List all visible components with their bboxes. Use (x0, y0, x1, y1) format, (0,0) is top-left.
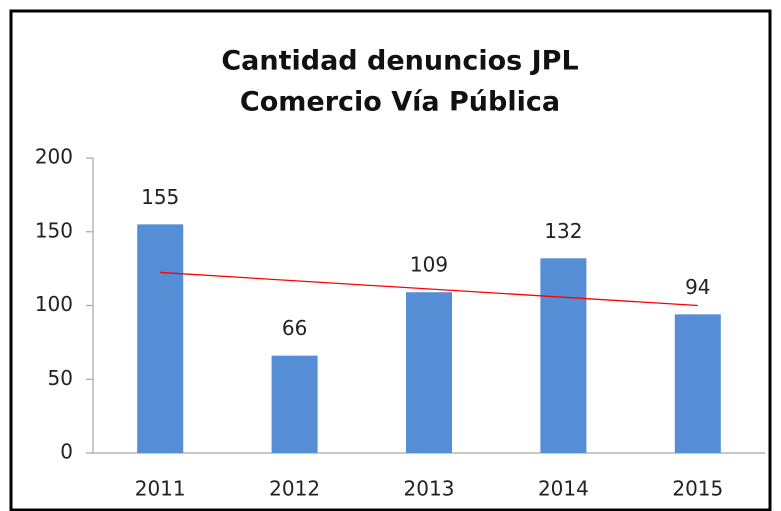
x-tick-label: 2013 (404, 477, 455, 501)
x-tick-label: 2012 (269, 477, 320, 501)
chart-title: Cantidad denuncios JPL (221, 46, 578, 77)
x-tick-label: 2011 (135, 477, 186, 501)
y-tick-label: 200 (35, 145, 73, 169)
x-tick-label: 2014 (538, 477, 589, 501)
y-tick-label: 50 (48, 366, 73, 390)
bar (540, 258, 587, 453)
trend-line (160, 271, 698, 307)
bar (674, 314, 721, 453)
data-label: 155 (141, 185, 179, 209)
bar (406, 292, 452, 453)
y-tick-label: 100 (35, 292, 73, 316)
data-label: 66 (282, 316, 307, 340)
chart-title: Comercio Vía Pública (240, 87, 560, 118)
y-tick-label: 150 (35, 218, 73, 242)
data-label: 94 (685, 275, 710, 299)
x-tick-label: 2015 (672, 477, 723, 501)
data-label: 132 (544, 219, 582, 243)
bar (271, 355, 318, 453)
data-label: 109 (410, 253, 448, 277)
y-tick-label: 0 (60, 440, 73, 464)
bar (137, 224, 184, 453)
